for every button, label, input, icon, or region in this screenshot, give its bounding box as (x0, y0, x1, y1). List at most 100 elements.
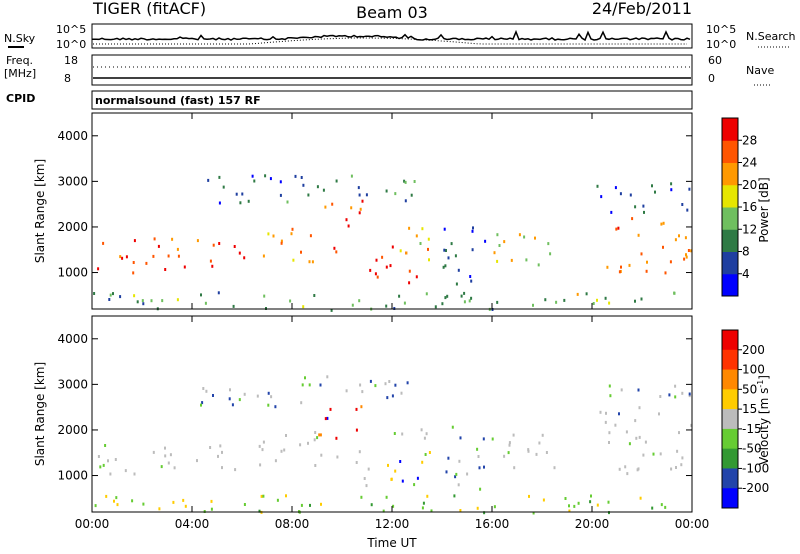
echo-cell (625, 430, 628, 434)
echo-cell (112, 292, 114, 296)
colorbar-segment (722, 428, 738, 450)
colorbar-tick-label: 8 (742, 245, 750, 259)
echo-cell (443, 227, 446, 231)
echo-cell (690, 423, 693, 427)
echo-cell (406, 381, 409, 385)
colorbar-tick-label: 15 (742, 402, 757, 416)
echo-cell (105, 494, 108, 498)
echo-cell (523, 235, 526, 239)
echo-cell (300, 176, 303, 179)
echo-cell (618, 467, 621, 471)
colorbar-segment (722, 488, 738, 509)
echo-cell (493, 505, 496, 509)
echo-cell (609, 394, 612, 398)
echo-cell (355, 461, 358, 464)
nave-label: Nave (746, 64, 774, 77)
echo-cell (200, 293, 202, 297)
echo-cell (204, 301, 207, 305)
echo-cell (133, 472, 136, 476)
colorbar-segment (722, 118, 738, 141)
echo-cell (304, 376, 306, 380)
echo-cell (270, 395, 273, 399)
colorbar-tick-label: 24 (742, 156, 757, 170)
echo-cell (549, 252, 552, 256)
echo-cell (360, 495, 363, 499)
echo-cell (510, 258, 513, 262)
echo-cell (93, 292, 96, 295)
echo-cell (631, 217, 634, 221)
echo-cell (392, 504, 395, 508)
echo-cell (563, 298, 566, 302)
power-ylabel: Slant Range [km] (33, 159, 47, 263)
colorbar-segment (722, 184, 738, 208)
echo-cell (294, 174, 297, 178)
echo-cell (357, 186, 360, 190)
echo-cell (263, 294, 266, 298)
echo-cell (119, 255, 122, 259)
echo-cell (416, 476, 419, 480)
colorbar-tick-label: 50 (742, 382, 757, 396)
echo-cell (398, 294, 401, 298)
echo-cell (421, 460, 424, 464)
echo-cell (345, 218, 348, 222)
echo-cell (637, 467, 640, 471)
echo-cell (673, 291, 676, 295)
echo-cell (308, 383, 311, 387)
echo-cell (400, 391, 403, 395)
echo-cell (394, 192, 397, 196)
echo-cell (388, 380, 391, 383)
echo-cell (109, 472, 112, 476)
echo-cell (596, 503, 599, 507)
echo-cell (267, 391, 270, 395)
echo-cell (285, 434, 287, 437)
echo-cell (132, 271, 135, 275)
freq-tick-bottom: 8 (64, 72, 71, 85)
cpid-panel: CPID normalsound (fast) 157 RF (6, 90, 693, 110)
echo-cell (115, 496, 118, 500)
echo-cell (678, 431, 680, 435)
colorbar-tick-label: 200 (742, 343, 765, 357)
echo-cell (114, 458, 117, 461)
echo-cell (688, 392, 691, 396)
echo-cell (654, 190, 656, 194)
echo-cell (669, 260, 672, 264)
echo-cell (615, 227, 618, 231)
echo-cell (351, 303, 354, 307)
echo-cell (177, 254, 180, 258)
y-tick-label: 4000 (57, 332, 88, 346)
echo-cell (662, 221, 665, 225)
noise-panel: N.Sky 10^5 10^0 10^5 10^0 N.Search (4, 23, 796, 51)
echo-cell (221, 466, 223, 470)
colorbar-tick-label: 100 (742, 363, 765, 377)
echo-cell (222, 185, 225, 189)
colorbar-segment (722, 162, 738, 186)
echo-cell (446, 294, 449, 298)
echo-cell (182, 498, 185, 502)
echo-cell (375, 258, 378, 262)
echo-cell (319, 383, 322, 387)
echo-cell (528, 494, 530, 498)
echo-cell (326, 375, 329, 379)
echo-cell (454, 254, 457, 258)
echo-cell (359, 207, 362, 211)
echo-cell (608, 441, 610, 444)
echo-cell (678, 234, 680, 238)
colorbar-tick-label: 28 (742, 133, 757, 147)
colorbar-segment (722, 369, 738, 390)
echo-cell (262, 440, 265, 444)
echo-cell (483, 465, 485, 469)
colorbar-tick-label: 16 (742, 200, 757, 214)
echo-cell (600, 195, 603, 199)
echo-cell (369, 379, 372, 383)
echo-cell (142, 302, 145, 306)
echo-cell (405, 251, 408, 255)
echo-cell (606, 265, 609, 269)
echo-cell (169, 453, 172, 457)
echo-cell (460, 294, 463, 298)
echo-cell (508, 441, 511, 445)
echo-cell (421, 506, 424, 510)
echo-cell (291, 227, 294, 231)
echo-cell (307, 441, 309, 445)
echo-cell (335, 179, 338, 183)
echo-cell (638, 435, 641, 439)
